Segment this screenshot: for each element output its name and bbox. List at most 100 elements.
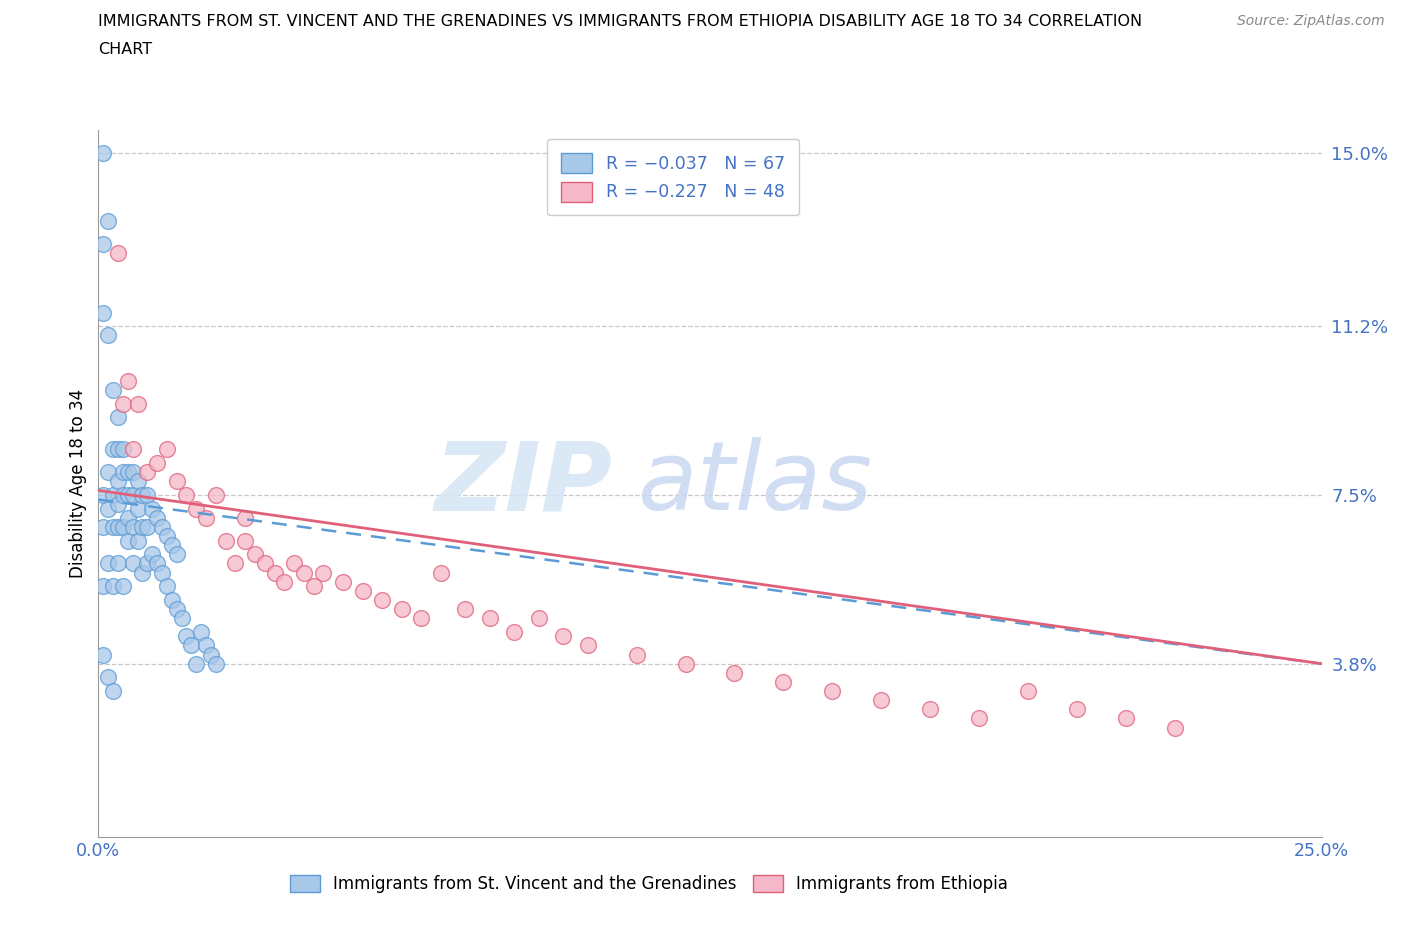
Point [195, 511, 218, 525]
Point [352, 583, 374, 598]
Point [576, 638, 599, 653]
Point [186, 657, 208, 671]
Point [97, 670, 120, 684]
Point [967, 711, 990, 726]
Point [136, 520, 159, 535]
Point [675, 657, 697, 671]
Point [233, 533, 256, 548]
Point [870, 693, 893, 708]
Point [111, 442, 134, 457]
Point [160, 592, 183, 607]
Point [117, 487, 139, 502]
Point [176, 487, 198, 502]
Point [160, 538, 183, 552]
Point [302, 578, 325, 593]
Point [190, 624, 212, 639]
Point [1017, 684, 1039, 698]
Text: CHART: CHART [98, 42, 152, 57]
Text: IMMIGRANTS FROM ST. VINCENT AND THE GRENADINES VS IMMIGRANTS FROM ETHIOPIA DISAB: IMMIGRANTS FROM ST. VINCENT AND THE GREN… [98, 14, 1143, 29]
Point [723, 665, 745, 680]
Point [91, 305, 114, 320]
Point [180, 638, 202, 653]
Point [107, 520, 129, 535]
Point [117, 465, 139, 480]
Point [136, 465, 159, 480]
Point [141, 547, 163, 562]
Point [411, 611, 433, 626]
Point [553, 629, 575, 644]
Point [91, 146, 114, 161]
Point [101, 684, 124, 698]
Point [156, 528, 179, 543]
Point [503, 624, 526, 639]
Point [131, 520, 153, 535]
Point [131, 565, 153, 580]
Point [97, 501, 120, 516]
Text: atlas: atlas [637, 437, 872, 530]
Point [214, 533, 236, 548]
Point [166, 547, 188, 562]
Point [107, 497, 129, 512]
Point [121, 520, 143, 535]
Point [97, 465, 120, 480]
Point [127, 501, 149, 516]
Point [111, 487, 134, 502]
Point [920, 702, 942, 717]
Point [391, 602, 413, 617]
Point [205, 657, 228, 671]
Point [136, 556, 159, 571]
Point [101, 487, 124, 502]
Point [166, 602, 188, 617]
Point [1164, 720, 1187, 735]
Point [243, 547, 266, 562]
Point [478, 611, 501, 626]
Point [111, 520, 134, 535]
Point [127, 533, 149, 548]
Text: Source: ZipAtlas.com: Source: ZipAtlas.com [1237, 14, 1385, 28]
Point [150, 565, 173, 580]
Point [166, 474, 188, 489]
Point [772, 674, 794, 689]
Point [121, 487, 143, 502]
Point [111, 578, 134, 593]
Point [170, 611, 193, 626]
Point [107, 246, 129, 260]
Point [136, 487, 159, 502]
Point [224, 556, 246, 571]
Point [150, 520, 173, 535]
Point [332, 574, 354, 589]
Point [253, 556, 276, 571]
Point [292, 565, 315, 580]
Point [146, 456, 169, 471]
Point [527, 611, 550, 626]
Point [233, 511, 256, 525]
Point [91, 520, 114, 535]
Point [107, 410, 129, 425]
Point [101, 382, 124, 397]
Point [91, 487, 114, 502]
Point [97, 556, 120, 571]
Point [371, 592, 394, 607]
Point [312, 565, 335, 580]
Point [146, 511, 169, 525]
Point [131, 487, 153, 502]
Point [111, 465, 134, 480]
Point [1115, 711, 1137, 726]
Point [107, 556, 129, 571]
Text: ZIP: ZIP [434, 437, 612, 530]
Point [111, 396, 134, 411]
Point [127, 474, 149, 489]
Point [117, 374, 139, 389]
Point [127, 396, 149, 411]
Point [200, 647, 222, 662]
Point [156, 442, 179, 457]
Legend: Immigrants from St. Vincent and the Grenadines, Immigrants from Ethiopia: Immigrants from St. Vincent and the Gren… [283, 868, 1015, 899]
Point [97, 214, 120, 229]
Point [146, 556, 169, 571]
Point [176, 629, 198, 644]
Point [1066, 702, 1088, 717]
Point [121, 465, 143, 480]
Point [430, 565, 453, 580]
Point [107, 442, 129, 457]
Point [626, 647, 648, 662]
